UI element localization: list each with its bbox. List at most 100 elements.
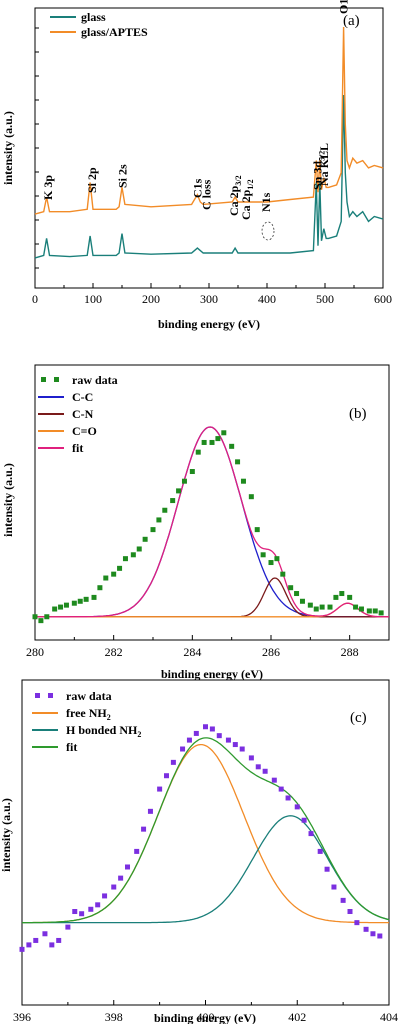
data-point (111, 884, 117, 890)
data-point (42, 931, 48, 937)
series-line-glass-aptes (34, 26, 384, 215)
data-point (288, 585, 294, 591)
data-point (294, 804, 300, 810)
data-point (254, 527, 260, 533)
data-point (358, 606, 364, 612)
data-point (225, 737, 231, 743)
data-point (111, 571, 117, 577)
x-tick-label: 404 (380, 1010, 398, 1024)
data-point (117, 565, 123, 571)
data-point (333, 594, 339, 600)
data-point (366, 608, 372, 614)
data-point (97, 585, 103, 591)
data-point (26, 942, 32, 948)
series-line-fit (35, 426, 389, 618)
data-point (209, 439, 215, 445)
panel-a-ylabel: intensity (a.u.) (1, 111, 15, 185)
data-point (232, 742, 238, 748)
annotation-c1s: C1s (190, 178, 204, 198)
legend-label-fit: fit (72, 441, 83, 455)
annotation-si-2s: Si 2s (116, 164, 130, 188)
legend-label-c-o: C=O (72, 424, 97, 438)
annotation-n1s: N1s (259, 192, 273, 212)
data-point (156, 517, 162, 523)
data-point (91, 594, 97, 600)
data-point (136, 546, 142, 552)
data-point (83, 596, 89, 602)
data-point (363, 926, 369, 932)
data-point (176, 488, 182, 494)
data-point (299, 598, 305, 604)
legend-swatch-raw-data (35, 693, 40, 698)
data-point (63, 602, 69, 608)
x-tick-label: 284 (183, 645, 201, 659)
legend-label-raw-data: raw data (72, 373, 118, 387)
data-point (255, 764, 261, 770)
panel-a-label: (a) (343, 13, 360, 29)
annotation-o1s: O1s (337, 0, 351, 14)
legend-label-c-c: C-C (72, 390, 93, 404)
data-point (216, 733, 222, 739)
data-point (157, 786, 163, 792)
data-point (52, 606, 58, 612)
data-point (189, 469, 195, 475)
panel-c: 396 398 400 402 404 binding energy (eV) inte… (0, 679, 398, 1024)
data-point (331, 884, 337, 890)
data-point (240, 478, 246, 484)
data-point (317, 848, 323, 854)
data-point (134, 848, 140, 854)
panel-a-xlabel: binding energy (eV) (158, 317, 260, 331)
legend-label-c-n: C-N (72, 407, 94, 421)
data-point (72, 909, 78, 915)
data-point (378, 610, 384, 616)
panel-b-xlabel: binding energy (eV) (161, 667, 263, 681)
data-point (372, 608, 378, 614)
data-point (235, 459, 241, 465)
data-point (308, 831, 314, 837)
x-tick-label: 396 (13, 1010, 31, 1024)
data-point (77, 598, 83, 604)
series-line-glass (34, 94, 384, 259)
data-point (181, 478, 187, 484)
data-point (271, 777, 277, 783)
data-point (125, 864, 131, 870)
x-tick-label: 286 (262, 645, 280, 659)
data-point (229, 443, 235, 449)
data-point (347, 909, 353, 915)
x-tick-label: 288 (341, 645, 359, 659)
annotation-c-loss: C loss (200, 179, 214, 210)
data-point (278, 786, 284, 792)
data-point (95, 902, 101, 908)
data-point (44, 614, 50, 620)
data-point (353, 604, 359, 610)
data-point (195, 449, 201, 455)
legend-swatch-raw-data (41, 377, 46, 382)
data-point (340, 897, 346, 903)
data-point (141, 826, 147, 832)
data-point (221, 430, 227, 436)
data-point (170, 498, 176, 504)
panel-c-ylabel: intensity (a.u.) (0, 798, 13, 872)
legend-label-fit: fit (66, 740, 77, 754)
panel-c-xlabel: binding energy (eV) (154, 1011, 256, 1024)
legend-swatch-raw-data (48, 693, 53, 698)
x-tick-label: 300 (200, 292, 218, 306)
data-point (260, 552, 266, 558)
data-point (215, 436, 221, 442)
data-point (203, 724, 208, 730)
data-point (248, 494, 254, 500)
legend-label-h-bonded-nh2: H bonded NH2 (66, 723, 141, 739)
data-point (162, 507, 168, 513)
data-point (186, 737, 192, 743)
panel-b-ylabel: intensity (a.u.) (1, 463, 15, 537)
panel-b-legend: raw data C-C C-N C=O fit (38, 373, 118, 455)
n1s-highlight-circle (261, 221, 275, 241)
data-point (209, 726, 215, 732)
data-point (301, 817, 307, 823)
panel-a-legend: glass glass/APTES (50, 10, 148, 39)
data-point (285, 795, 291, 801)
data-point (56, 937, 62, 943)
